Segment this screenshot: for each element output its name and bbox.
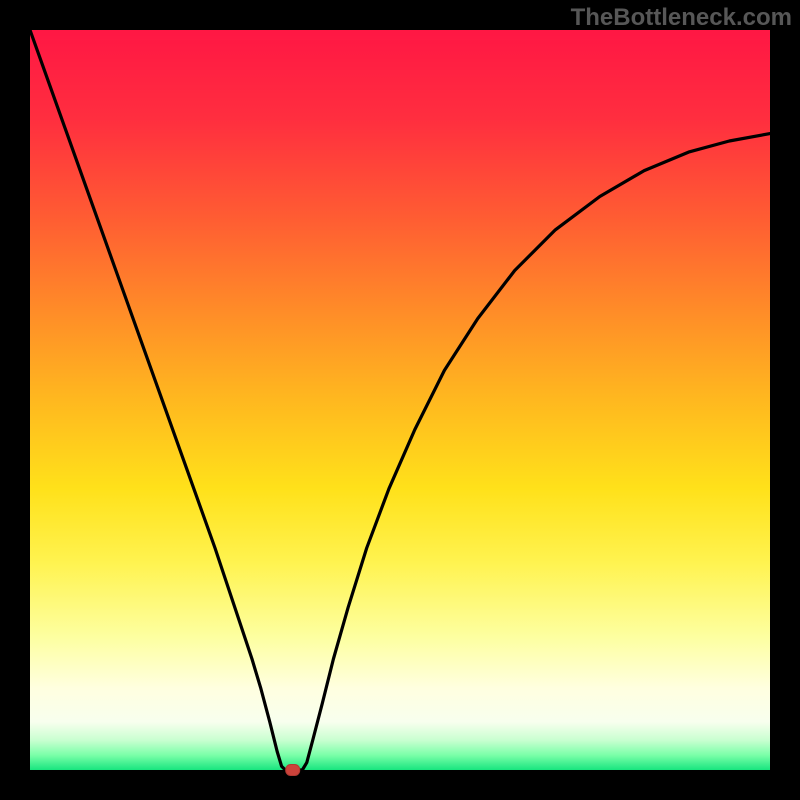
bottleneck-chart: TheBottleneck.com [0,0,800,800]
chart-svg [0,0,800,800]
optimal-point-marker [286,765,300,776]
chart-background [30,30,770,770]
